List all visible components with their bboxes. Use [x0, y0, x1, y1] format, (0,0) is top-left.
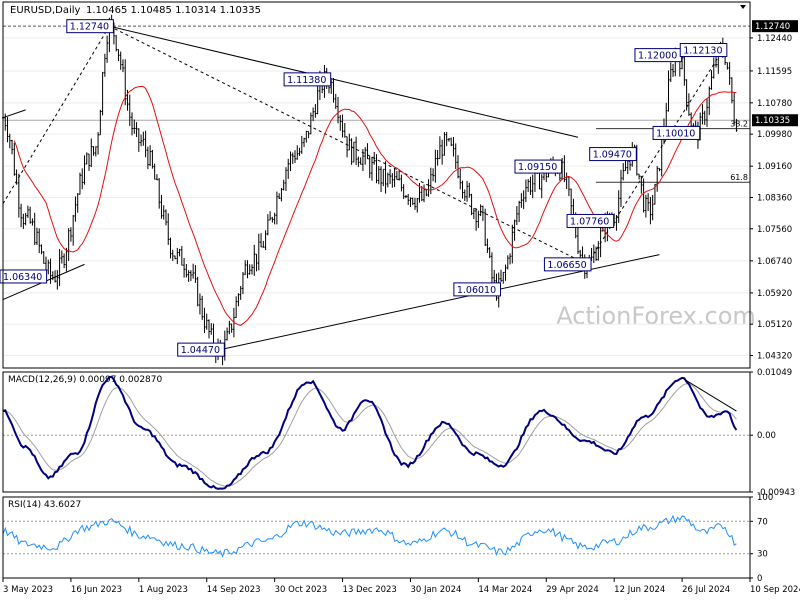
- top-price-badge: [752, 20, 798, 33]
- price-annotation-label: 1.10010: [656, 128, 695, 139]
- time-tick-label: 1 Aug 2023: [139, 585, 188, 595]
- price-tick-label: 1.04320: [757, 351, 792, 361]
- price-axis: 1.12440 1.11595 1.10780 1.09980 1.09160 1.083…: [750, 20, 798, 361]
- price-annotation-label: 1.11380: [287, 75, 326, 86]
- time-tick-label: 10 Sep 2024: [750, 585, 800, 595]
- watermark-text: ActionForex.com: [556, 302, 756, 330]
- price-annotation-box: [66, 19, 114, 34]
- price-gridlines: [3, 25, 750, 356]
- price-annotation-box: [679, 43, 728, 58]
- time-tick-label: 30 Oct 2023: [275, 585, 328, 595]
- pane-borders: [2, 1, 751, 579]
- price-annotation-label: 1.04470: [181, 345, 220, 356]
- price-annotations: 1.12740 1.11380 1.12000 1.12130 1.10010 1.094…: [0, 19, 728, 357]
- rsi-gridlines: [3, 520, 750, 555]
- rsi-pane: RSI(14) 43.6027: [2, 500, 750, 558]
- trend-line: [586, 49, 724, 265]
- current-price-badge: [752, 114, 798, 127]
- price-annotation-box: [177, 342, 225, 357]
- time-tick-label: 26 Jul 2024: [682, 585, 730, 595]
- macd-label: MACD(12,26,9) 0.00097 0.002870: [8, 375, 163, 385]
- price-annotation-box: [543, 257, 592, 272]
- top-price-label: 1.12740: [755, 22, 790, 32]
- symbol-header: EURUSD,Daily: [10, 5, 81, 16]
- price-annotation-box: [0, 269, 48, 284]
- price-tick-label: 1.05120: [757, 320, 792, 330]
- price-annotation-label: 1.12000: [638, 51, 677, 62]
- price-annotation-label: 1.09470: [593, 150, 632, 161]
- price-tick-label: 1.05920: [757, 289, 792, 299]
- price-tick-label: 1.10780: [757, 99, 792, 109]
- fib-level-label: 61.8: [730, 173, 748, 182]
- macd-lines: [2, 375, 738, 490]
- time-tick-label: 14 Mar 2024: [478, 585, 532, 595]
- price-tick-label: 1.09160: [757, 162, 792, 172]
- price-annotation-box: [652, 125, 701, 140]
- price-tick-label: 1.11595: [757, 67, 792, 77]
- price-annotation-label: 1.06010: [457, 285, 496, 296]
- macd-main-line: [2, 375, 738, 490]
- pane-border: [2, 496, 751, 579]
- trend-line: [109, 25, 579, 138]
- trend-line: [109, 25, 588, 265]
- rsi-tick-label: 70: [757, 517, 768, 527]
- pane-border: [2, 1, 751, 369]
- pane-border: [2, 371, 751, 493]
- price-tick-label: 1.08360: [757, 193, 792, 203]
- time-tick-label: 14 Sep 2023: [207, 585, 261, 595]
- watermark: ActionForex.com: [556, 302, 756, 330]
- rsi-tick-label: 100: [757, 493, 773, 503]
- rsi-tick-label: 30: [757, 550, 768, 560]
- time-tick-label: 30 Jan 2024: [410, 585, 461, 595]
- price-annotation-label: 1.07760: [570, 216, 609, 227]
- time-axis: 3 May 2023 16 Jun 2023 1 Aug 2023 14 Sep 20…: [2, 578, 800, 595]
- price-annotation-box: [566, 213, 615, 228]
- ohlc-header: 1.10465 1.10485 1.10314 1.10335: [86, 5, 261, 16]
- rsi-line: [2, 514, 737, 558]
- price-tick-label: 1.07560: [757, 225, 792, 235]
- macd-tick-label: -0.00943: [757, 488, 795, 498]
- macd-signal-line: [2, 383, 737, 487]
- price-annotation-label: 1.06650: [547, 260, 586, 271]
- fib-level-label: 38.2: [730, 120, 748, 129]
- time-tick-label: 3 May 2023: [3, 585, 53, 595]
- price-annotation-box: [589, 147, 637, 162]
- scroll-arrow-icon: [740, 5, 746, 9]
- time-tick-label: 12 Jun 2024: [614, 585, 665, 595]
- macd-tick-label: 0.01049: [757, 368, 792, 378]
- time-tick-label: 13 Dec 2023: [343, 585, 397, 595]
- moving-average: [13, 85, 737, 326]
- price-annotation-label: 1.12740: [70, 22, 109, 33]
- rsi-tick-label: 0: [757, 574, 762, 584]
- price-annotation-label: 1.12130: [683, 46, 722, 57]
- time-tick-label: 16 Jun 2023: [71, 585, 122, 595]
- trend-line: [2, 109, 26, 119]
- price-tick-label: 1.12440: [757, 34, 792, 44]
- price-annotation-label: 1.06340: [3, 272, 42, 283]
- moving-average-line: [13, 85, 737, 326]
- current-price-label: 1.10335: [755, 116, 790, 126]
- price-pane: EURUSD,Daily 1.10465 1.10485 1.10314 1.1…: [0, 5, 756, 366]
- price-trend-lines: [2, 25, 724, 351]
- price-annotation-box: [453, 282, 501, 297]
- rsi-label: RSI(14) 43.6027: [8, 500, 81, 510]
- macd-tick-label: 0.00: [757, 431, 776, 441]
- time-tick-label: 29 Apr 2024: [546, 585, 599, 595]
- trend-line: [2, 25, 110, 204]
- macd-trend-line: [681, 377, 737, 412]
- rsi-line-path: [2, 514, 737, 558]
- price-annotation-box: [283, 72, 332, 87]
- price-annotation-label: 1.09150: [518, 162, 557, 173]
- price-annotation-box: [514, 159, 563, 174]
- price-tick-label: 1.06740: [757, 257, 792, 267]
- macd-pane: MACD(12,26,9) 0.00097 0.002870: [2, 375, 750, 490]
- price-tick-label: 1.09980: [757, 130, 792, 140]
